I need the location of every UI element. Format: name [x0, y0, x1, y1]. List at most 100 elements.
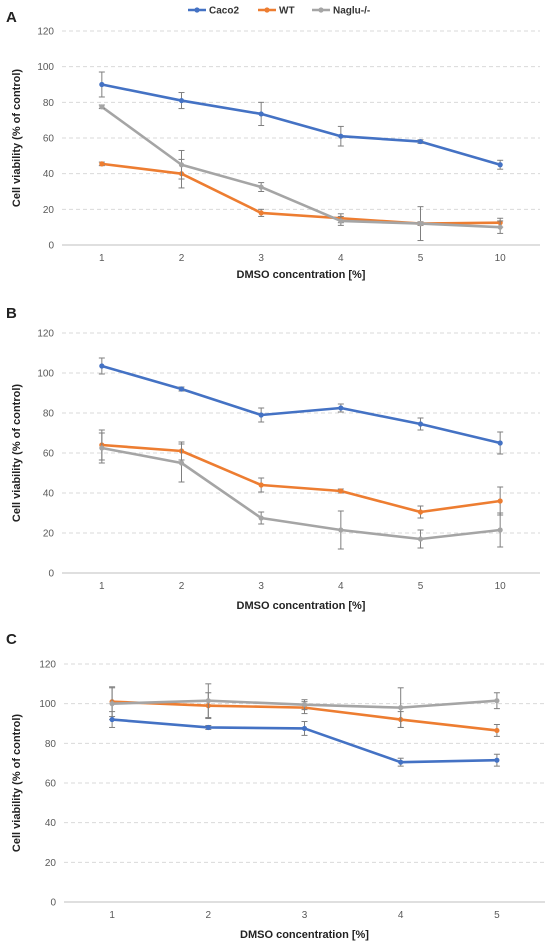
- panel-c-point-naglu-3: [398, 705, 404, 711]
- panel-b-y-tick-label-100: 100: [37, 369, 54, 380]
- panel-b-x-tick-label-1: 1: [99, 581, 105, 592]
- panel-a-y-tick-label-0: 0: [48, 241, 54, 252]
- panel-b-x-tick-label-5: 5: [418, 581, 424, 592]
- panel-c-y-tick-label-80: 80: [45, 739, 57, 750]
- panel-b-point-naglu-4: [417, 536, 424, 542]
- panel-a-series-line-wt: [101, 162, 501, 225]
- panel-b-point-naglu-0: [99, 445, 105, 451]
- panel-a-series-line-caco2: [101, 83, 501, 166]
- panel-b-series-naglu: [98, 432, 504, 550]
- panel-c-y-axis-title: Cell viability (% of control): [11, 714, 23, 852]
- panel-c-series-caco2: [109, 711, 500, 767]
- panel-b-point-caco2-1: [178, 386, 185, 392]
- panel-c-point-wt-4: [494, 727, 500, 734]
- panel-c-point-caco2-0: [109, 716, 115, 723]
- panel-b-point-naglu-2: [258, 515, 264, 521]
- legend-label-naglu: Naglu-/-: [333, 6, 370, 17]
- legend-label-wt: WT: [279, 6, 295, 17]
- panel-b-series-line-caco2: [101, 364, 501, 445]
- panel-b: B 0 20 40 60 80 100 120 1 2 3 4 5 10 DMSO concentratio…: [6, 305, 540, 612]
- panel-b-x-axis-title: DMSO concentration [%]: [237, 600, 366, 612]
- panel-a-point-caco2-1: [178, 97, 185, 104]
- legend-marker-wt: [264, 7, 270, 13]
- panel-c-point-naglu-1: [205, 698, 211, 704]
- panel-a-y-tick-label-60: 60: [43, 134, 55, 145]
- panel-a-point-caco2-3: [338, 133, 344, 139]
- panel-a-point-caco2-2: [258, 111, 264, 117]
- panel-c-point-caco2-4: [494, 757, 500, 763]
- panel-a-y-tick-label-80: 80: [43, 98, 55, 109]
- panel-c-label: C: [6, 631, 17, 648]
- panel-c-point-naglu-4: [494, 698, 500, 704]
- panel-a-y-tick-label-100: 100: [37, 62, 54, 73]
- panel-c-x-tick-label-2: 2: [206, 910, 212, 921]
- panel-c-y-tick-label-20: 20: [45, 858, 57, 869]
- panel-c-y-tick-label-40: 40: [45, 818, 57, 829]
- panel-b-label: B: [6, 305, 17, 322]
- panel-a-x-tick-label-3: 3: [258, 253, 264, 264]
- panel-b-y-tick-label-20: 20: [43, 529, 55, 540]
- panel-a-x-tick-label-4: 4: [338, 253, 344, 264]
- panel-c-point-caco2-3: [398, 759, 404, 765]
- panel-b-x-tick-label-4: 4: [338, 581, 344, 592]
- panel-b-series-line-wt: [101, 443, 501, 514]
- panel-c-y-tick-label-120: 120: [39, 660, 56, 671]
- panel-b-series-caco2: [98, 357, 504, 455]
- panel-a-x-tick-label-1: 1: [99, 253, 105, 264]
- panel-b-point-caco2-2: [258, 412, 264, 418]
- panel-a-series-naglu: [98, 104, 504, 242]
- panel-b-x-tick-label-10: 10: [495, 581, 507, 592]
- panel-a-label: A: [6, 9, 17, 26]
- panel-c-x-axis-title: DMSO concentration [%]: [240, 929, 369, 941]
- panel-a-point-naglu-3: [338, 218, 344, 224]
- panel-b-y-axis-title: Cell viability (% of control): [11, 384, 23, 522]
- panel-c-point-naglu-0: [109, 701, 115, 707]
- legend-item-naglu: Naglu-/-: [312, 6, 370, 17]
- panel-a-point-wt-0: [99, 161, 105, 167]
- panel-c-x-tick-label-3: 3: [302, 910, 308, 921]
- panel-b-point-wt-5: [497, 498, 503, 504]
- panel-a-point-naglu-5: [497, 224, 503, 230]
- panel-a-series-caco2: [98, 71, 504, 170]
- panel-a: A 0 20 40 60 80 100 120 1 2 3 4 5 10 DMSO concentratio…: [6, 9, 540, 281]
- panel-b-y-tick-label-0: 0: [48, 569, 54, 580]
- legend-marker-naglu: [318, 7, 324, 13]
- legend-item-caco2: Caco2: [188, 6, 239, 17]
- panel-a-point-caco2-4: [417, 138, 424, 145]
- panel-a-point-naglu-1: [178, 162, 185, 168]
- panel-b-point-wt-3: [338, 488, 344, 494]
- panel-a-point-caco2-0: [99, 81, 105, 88]
- panel-b-x-tick-label-3: 3: [258, 581, 264, 592]
- panel-c-x-tick-label-4: 4: [398, 910, 404, 921]
- panel-b-y-tick-label-60: 60: [43, 449, 55, 460]
- panel-c-y-tick-label-60: 60: [45, 779, 57, 790]
- panel-a-point-naglu-4: [417, 221, 424, 227]
- panel-a-point-wt-2: [258, 210, 264, 216]
- panel-c-y-tick-label-100: 100: [39, 699, 56, 710]
- legend: Caco2 WT Naglu-/-: [188, 6, 370, 17]
- panel-b-point-wt-2: [258, 482, 264, 488]
- panel-a-point-naglu-0: [99, 104, 105, 110]
- panel-c-y-tick-label-0: 0: [50, 898, 56, 909]
- panel-c-x-tick-label-5: 5: [494, 910, 500, 921]
- legend-label-caco2: Caco2: [209, 6, 239, 17]
- panel-c: C 0 20 40 60 80 100 120 1 2 3 4 5 DMSO concentration …: [6, 631, 545, 941]
- panel-a-series-line-naglu: [101, 105, 501, 229]
- panel-b-y-tick-label-120: 120: [37, 329, 54, 340]
- panel-c-point-caco2-2: [301, 725, 308, 732]
- panel-c-point-caco2-1: [205, 724, 211, 731]
- panel-b-point-wt-4: [417, 509, 424, 515]
- panel-a-y-tick-label-40: 40: [43, 169, 55, 180]
- panel-b-x-tick-label-2: 2: [179, 581, 185, 592]
- panel-a-y-axis-title: Cell viability (% of control): [11, 69, 23, 207]
- panel-c-x-tick-label-1: 1: [109, 910, 115, 921]
- panel-c-point-naglu-2: [301, 702, 308, 708]
- panel-b-point-naglu-3: [338, 527, 344, 533]
- panel-b-point-naglu-1: [178, 460, 185, 466]
- panel-b-point-caco2-3: [338, 405, 344, 411]
- panel-a-x-tick-label-5: 5: [418, 253, 424, 264]
- panel-a-x-axis-title: DMSO concentration [%]: [237, 269, 366, 281]
- legend-item-wt: WT: [258, 6, 295, 17]
- panel-b-series-line-naglu: [101, 446, 501, 541]
